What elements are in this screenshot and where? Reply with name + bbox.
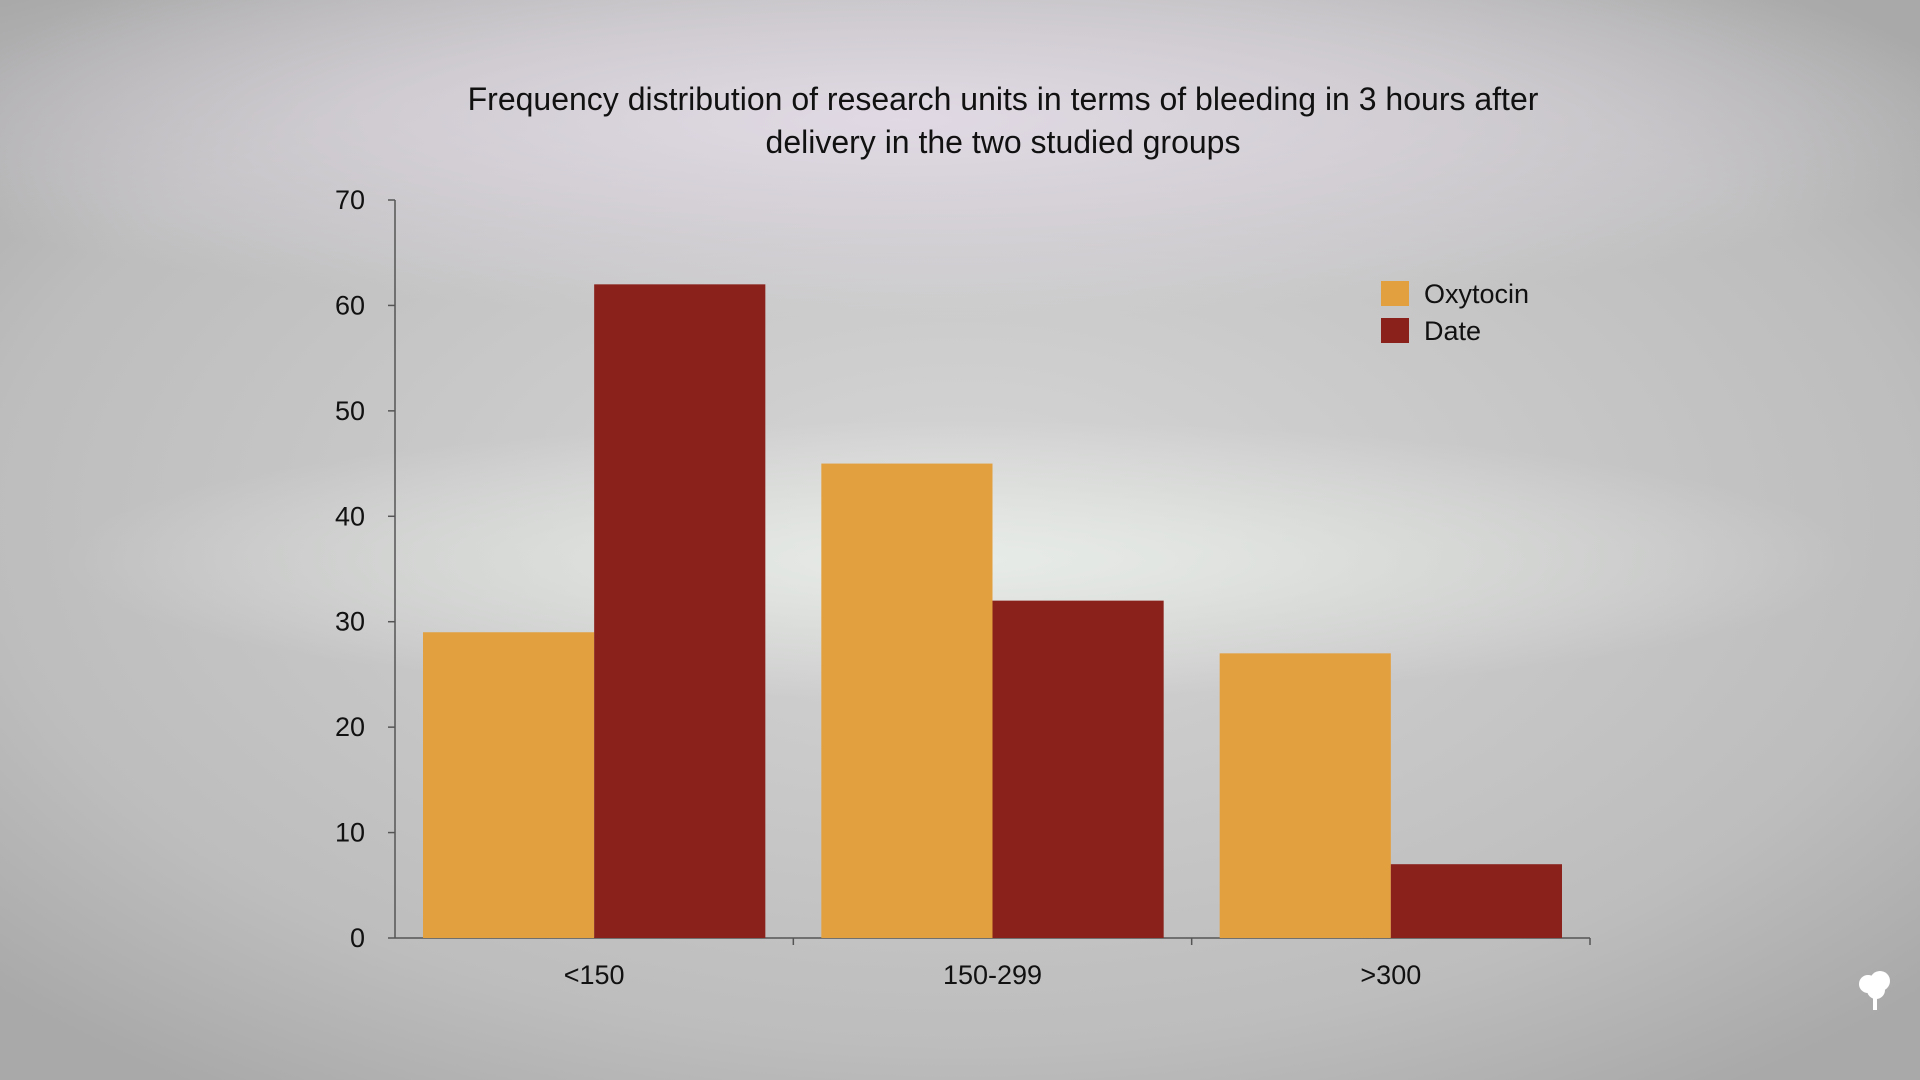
- y-tick-label: 40: [335, 501, 365, 531]
- chart-title-line-1: Frequency distribution of research units…: [468, 81, 1539, 117]
- tree-icon: [1859, 971, 1890, 1010]
- legend-label-date: Date: [1424, 316, 1481, 346]
- bar-date-0: [594, 284, 766, 938]
- y-tick-label: 20: [335, 712, 365, 742]
- y-tick-label: 10: [335, 818, 365, 848]
- legend: Oxytocin Date: [1381, 279, 1529, 346]
- y-tick-label: 60: [335, 290, 365, 320]
- bar-date-2: [1390, 864, 1562, 938]
- x-tick-label: <150: [564, 960, 625, 990]
- legend-swatch-oxytocin: [1381, 281, 1409, 306]
- y-tick-label: 0: [350, 923, 365, 953]
- y-tick-label: 50: [335, 396, 365, 426]
- x-tick-label: 150-299: [943, 960, 1042, 990]
- chart-title-line-2: delivery in the two studied groups: [766, 124, 1241, 160]
- x-tick-label: >300: [1360, 960, 1421, 990]
- bar-oxytocin-0: [423, 632, 595, 938]
- y-tick-label: 30: [335, 607, 365, 637]
- bar-date-1: [992, 600, 1164, 938]
- legend-swatch-date: [1381, 318, 1409, 343]
- bar-oxytocin-2: [1219, 653, 1391, 938]
- y-tick-label: 70: [335, 185, 365, 215]
- legend-label-oxytocin: Oxytocin: [1424, 279, 1529, 309]
- plot-area: 0 10 20 30 40 50 60 70 <150 150-299 >300: [335, 185, 1591, 990]
- bar-oxytocin-1: [821, 463, 993, 938]
